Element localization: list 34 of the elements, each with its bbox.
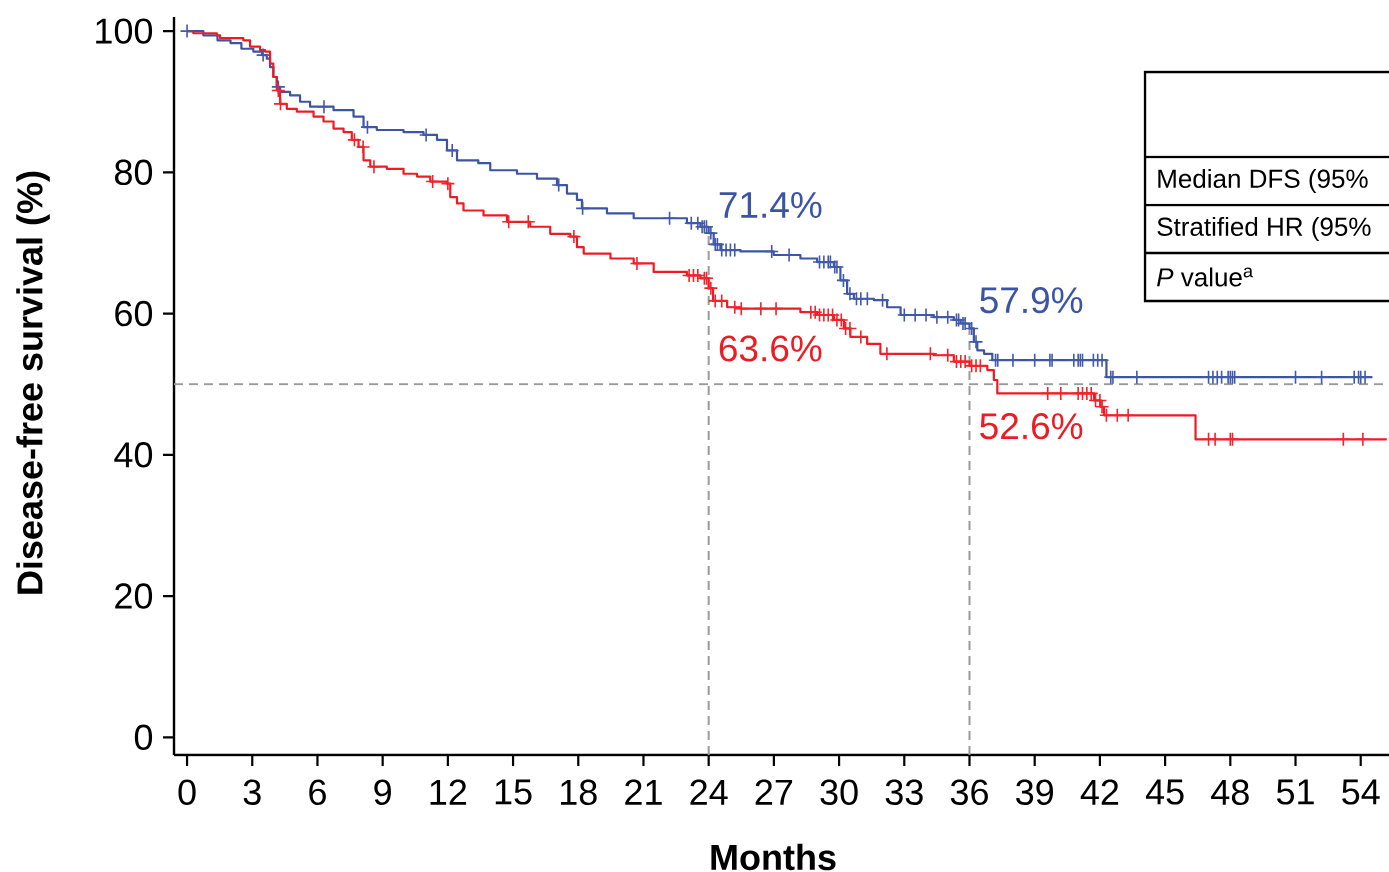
x-tick-label: 30 <box>820 779 858 805</box>
x-tick-label: 39 <box>1016 779 1054 805</box>
y-tick-label: 20 <box>115 583 153 609</box>
data-label: 57.9% <box>980 287 1083 314</box>
annotation: P value$^{a}$ <box>1157 267 1254 287</box>
x-tick-label: 51 <box>1276 779 1314 805</box>
y-axis-title: Disease-free survival (%) <box>16 171 50 594</box>
x-axis-title: Months <box>711 843 836 871</box>
data-label: 63.6% <box>719 335 822 362</box>
x-tick-label: 48 <box>1211 779 1249 805</box>
x-tick-label: 3 <box>243 779 261 805</box>
x-tick-label: 36 <box>950 779 988 805</box>
y-tick-label: 100 <box>96 18 153 44</box>
x-tick-label: 45 <box>1145 779 1184 805</box>
y-tick-label: 40 <box>114 442 153 468</box>
x-tick-label: 33 <box>885 779 923 805</box>
y-tick-label: 0 <box>134 724 153 751</box>
x-tick-label: 9 <box>374 779 391 805</box>
x-tick-label: 42 <box>1080 779 1119 805</box>
x-tick-label: 15 <box>495 779 532 805</box>
x-tick-label: 27 <box>755 779 793 805</box>
data-label: 71.4% <box>719 192 822 218</box>
x-tick-label: 6 <box>309 779 326 805</box>
data-label: 52.6% <box>980 413 1083 440</box>
x-tick-label: 12 <box>430 779 467 805</box>
x-tick-label: 54 <box>1342 779 1380 805</box>
annotation: Median DFS (95% <box>1158 168 1368 194</box>
y-tick-label: 60 <box>115 300 153 327</box>
annotation: Stratified HR (95% <box>1157 216 1371 242</box>
x-tick-label: 24 <box>690 779 728 805</box>
y-tick-label: 80 <box>115 159 153 186</box>
x-tick-label: 18 <box>561 779 597 805</box>
x-tick-label: 21 <box>625 779 662 805</box>
x-tick-label: 0 <box>178 779 196 805</box>
